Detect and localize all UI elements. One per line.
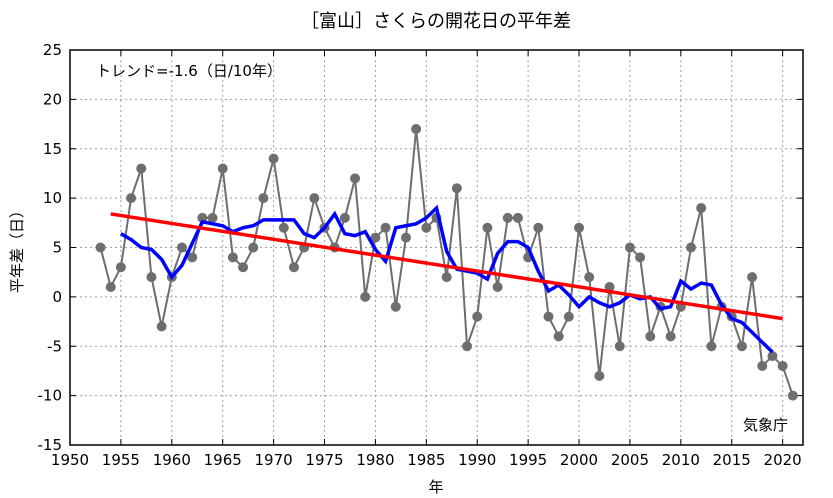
x-tick-label: 2015 <box>713 451 751 469</box>
x-tick-label: 2000 <box>560 451 598 469</box>
observed-point-1991 <box>482 222 493 233</box>
observed-point-1962 <box>187 252 198 263</box>
trend-annotation: トレンド=-1.6（日/10年） <box>96 62 282 80</box>
observed-point-1970 <box>268 153 279 164</box>
observed-point-1980 <box>370 232 381 243</box>
observed-point-1968 <box>248 242 259 253</box>
observed-point-1961 <box>176 242 187 253</box>
observed-point-1965 <box>217 163 228 174</box>
observed-point-1955 <box>115 262 126 273</box>
observed-point-1971 <box>278 222 289 233</box>
observed-point-1990 <box>472 311 483 322</box>
observed-point-1985 <box>421 222 432 233</box>
observed-point-2013 <box>706 341 717 352</box>
observed-point-2006 <box>635 252 646 263</box>
observed-point-1966 <box>227 252 238 263</box>
y-tick-label: 20 <box>43 90 62 108</box>
observed-point-1984 <box>411 124 422 134</box>
x-tick-label: 1955 <box>102 451 140 469</box>
x-tick-label: 1965 <box>204 451 242 469</box>
y-tick-label: 0 <box>52 288 62 306</box>
observed-point-2017 <box>747 272 758 283</box>
observed-point-2000 <box>574 222 585 233</box>
observed-point-1964 <box>207 212 218 223</box>
observed-point-1956 <box>126 193 137 204</box>
y-tick-label: 25 <box>43 41 62 59</box>
observed-point-1969 <box>258 193 269 204</box>
x-axis-label: 年 <box>428 478 443 496</box>
observed-point-1983 <box>400 232 411 243</box>
observed-point-2011 <box>686 242 697 253</box>
observed-point-1993 <box>502 212 513 223</box>
observed-point-1992 <box>492 282 503 292</box>
chart-title: ［富山］さくらの開花日の平年差 <box>301 11 571 32</box>
x-tick-label: 2010 <box>662 451 700 469</box>
x-tick-label: 1960 <box>153 451 191 469</box>
x-tick-label: 1970 <box>255 451 293 469</box>
observed-point-1954 <box>105 282 116 292</box>
observed-point-1999 <box>563 311 574 322</box>
axes: 1950 1955 1960 1965 1970 1975 1980 1985 1990 1995… <box>38 41 803 469</box>
y-tick-label: 15 <box>43 140 62 158</box>
observed-point-2019 <box>767 351 778 362</box>
y-tick-label: 5 <box>52 239 62 257</box>
observed-point-2005 <box>624 242 635 253</box>
observed-point-2012 <box>696 203 707 213</box>
observed-point-1967 <box>238 262 249 273</box>
observed-point-2016 <box>736 341 747 352</box>
observed-line <box>99 128 794 396</box>
observed-point-1974 <box>309 193 320 204</box>
observed-point-1958 <box>146 272 157 283</box>
observed-point-1977 <box>339 212 350 223</box>
observed-point-1997 <box>543 311 554 322</box>
observed-point-1989 <box>462 341 473 352</box>
y-tick-label: -5 <box>47 337 62 355</box>
observed-point-2018 <box>757 361 768 371</box>
observed-point-1998 <box>553 331 564 342</box>
x-tick-label: 1995 <box>509 451 547 469</box>
series-marks <box>95 124 798 401</box>
observed-point-1987 <box>441 272 452 283</box>
x-tick-label: 1950 <box>51 451 89 469</box>
observed-point-2009 <box>665 331 676 342</box>
observed-point-2020 <box>777 361 788 371</box>
x-tick-label: 1985 <box>407 451 445 469</box>
observed-point-1996 <box>533 222 544 233</box>
observed-point-2001 <box>584 272 595 283</box>
y-tick-label: -15 <box>38 436 63 454</box>
observed-point-2004 <box>614 341 625 352</box>
observed-point-1953 <box>95 242 106 253</box>
observed-point-1972 <box>288 262 299 273</box>
observed-point-1959 <box>156 321 167 332</box>
x-tick-label: 2005 <box>611 451 649 469</box>
grid-lines <box>70 50 803 445</box>
observed-point-1982 <box>390 301 401 312</box>
y-axis-label: 平年差（日） <box>8 203 26 293</box>
x-tick-label: 1990 <box>458 451 496 469</box>
x-tick-label: 1980 <box>356 451 394 469</box>
observed-point-2021 <box>787 390 798 401</box>
observed-point-1963 <box>197 212 208 223</box>
observed-point-1978 <box>350 173 361 184</box>
running-mean-line <box>120 204 774 354</box>
y-tick-label: -10 <box>38 387 63 405</box>
observed-point-1988 <box>451 183 462 194</box>
trend-line <box>110 212 783 321</box>
y-tick-label: 10 <box>43 189 62 207</box>
observed-point-1994 <box>512 212 523 223</box>
observed-point-2007 <box>645 331 656 342</box>
observed-point-1981 <box>380 222 391 233</box>
observed-point-1957 <box>136 163 147 174</box>
source-label: 気象庁 <box>743 416 788 434</box>
observed-point-1979 <box>360 291 371 302</box>
x-tick-label: 1975 <box>305 451 343 469</box>
x-tick-label: 2020 <box>764 451 802 469</box>
observed-point-2002 <box>594 370 605 381</box>
